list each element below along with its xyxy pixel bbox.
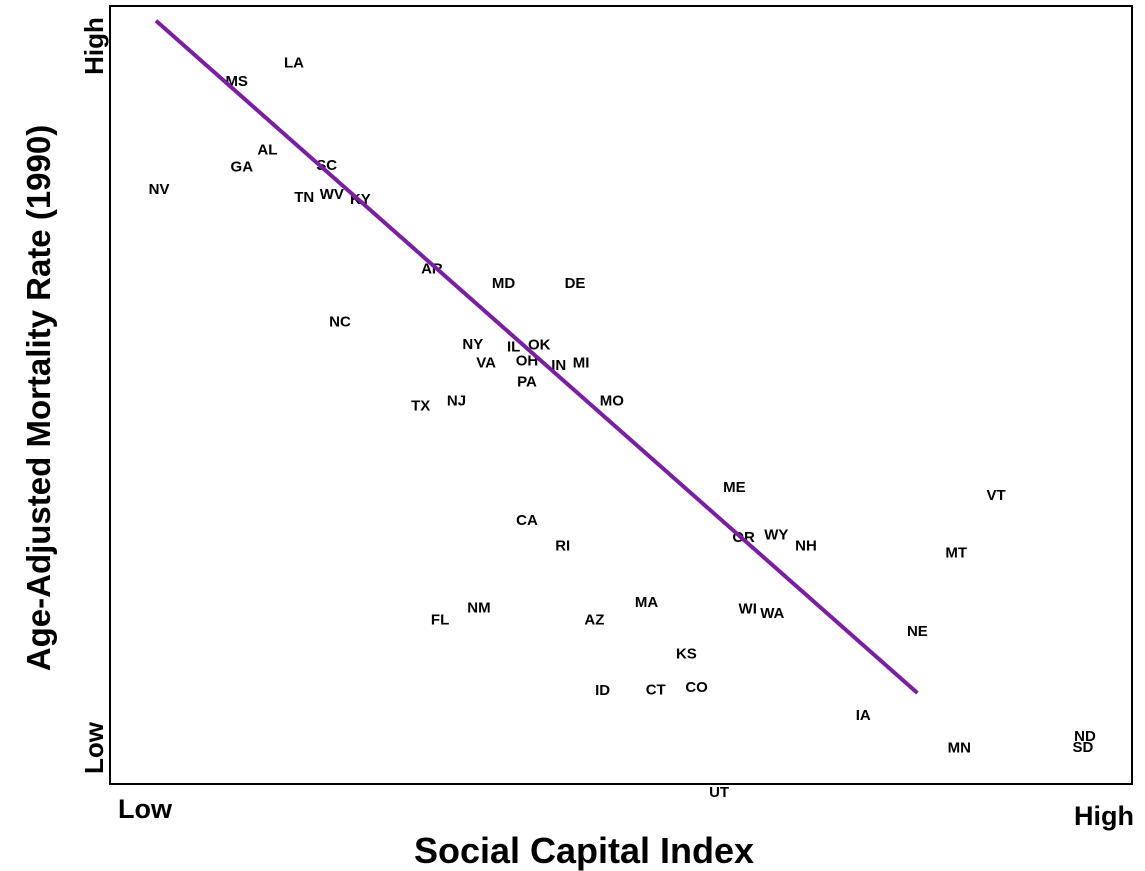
point-label-ok: OK: [528, 337, 551, 354]
point-label-fl: FL: [431, 611, 449, 628]
point-label-sc: SC: [316, 157, 337, 174]
x-axis-title: Social Capital Index: [414, 830, 754, 871]
point-label-al: AL: [257, 141, 277, 158]
point-label-in: IN: [551, 357, 566, 374]
chart-marks: LAMSALGASCNVTNWVKYARMDDENCNYILOKVAOHINMI…: [149, 19, 1096, 801]
point-label-ia: IA: [856, 707, 871, 724]
point-label-nd: ND: [1074, 728, 1096, 745]
point-label-ny: NY: [462, 336, 483, 353]
point-label-wv: WV: [320, 186, 344, 203]
point-label-mt: MT: [945, 544, 967, 561]
point-label-va: VA: [476, 355, 496, 372]
point-label-tx: TX: [411, 397, 430, 414]
x-tick-low: Low: [118, 794, 173, 824]
point-label-pa: PA: [517, 373, 537, 390]
point-label-ca: CA: [516, 512, 538, 529]
point-label-ct: CT: [646, 681, 666, 698]
point-label-me: ME: [723, 479, 746, 496]
point-label-la: LA: [284, 54, 304, 71]
y-tick-high: High: [79, 17, 109, 75]
point-label-wi: WI: [739, 601, 757, 618]
point-label-wa: WA: [760, 605, 784, 622]
point-label-ks: KS: [676, 646, 697, 663]
point-label-mn: MN: [948, 740, 971, 757]
point-label-vt: VT: [987, 487, 1006, 504]
point-label-id: ID: [595, 682, 610, 699]
point-label-nc: NC: [329, 313, 351, 330]
point-label-ma: MA: [635, 594, 658, 611]
y-axis-title: Age-Adjusted Mortality Rate (1990): [20, 125, 57, 671]
x-tick-high: High: [1074, 801, 1134, 831]
point-label-nv: NV: [149, 181, 170, 198]
point-label-nh: NH: [795, 537, 817, 554]
point-label-sd: SD: [1072, 739, 1093, 756]
plot-frame: [109, 5, 1133, 785]
point-label-mi: MI: [573, 355, 590, 372]
point-label-nm: NM: [467, 600, 490, 617]
point-label-tn: TN: [294, 189, 314, 206]
y-tick-low: Low: [79, 721, 109, 774]
point-label-ga: GA: [231, 159, 254, 176]
point-label-co: CO: [685, 679, 708, 696]
point-label-wy: WY: [764, 527, 788, 544]
point-label-az: AZ: [584, 611, 604, 628]
point-label-il: IL: [507, 338, 520, 355]
point-label-ut: UT: [709, 784, 729, 801]
point-label-mo: MO: [600, 393, 624, 410]
point-label-ri: RI: [555, 537, 570, 554]
point-label-ar: AR: [421, 261, 443, 278]
point-label-nj: NJ: [447, 393, 466, 410]
trend-line: [154, 19, 919, 695]
point-label-md: MD: [492, 275, 515, 292]
point-label-de: DE: [565, 275, 586, 292]
point-label-oh: OH: [516, 352, 539, 369]
point-label-ne: NE: [907, 623, 928, 640]
